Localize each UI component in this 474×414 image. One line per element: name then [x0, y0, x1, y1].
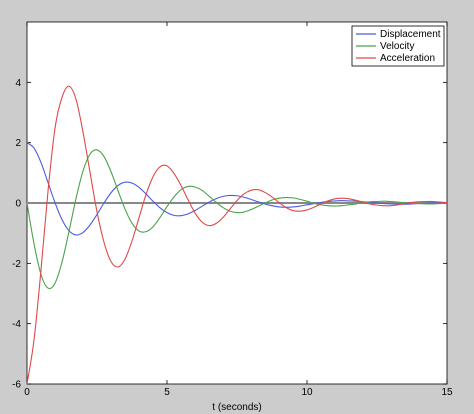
- y-tick-label: -2: [12, 259, 21, 270]
- y-tick-label: -6: [12, 380, 21, 391]
- axis-ticks: 0 5 10 15 -6 -4 -2 0 2 4: [12, 22, 453, 398]
- legend-box: [351, 25, 445, 67]
- x-tick-label: 15: [441, 387, 453, 398]
- series-layer: [26, 85, 448, 385]
- x-tick-label: 5: [164, 387, 170, 398]
- legend-label-acceleration: Acceleration: [380, 53, 435, 64]
- y-tick-label: -4: [12, 319, 21, 330]
- y-tick-label: 4: [15, 78, 21, 89]
- x-tick-label: 0: [24, 387, 30, 398]
- x-tick-label: 10: [301, 387, 313, 398]
- legend-label-velocity: Velocity: [380, 41, 414, 52]
- y-tick-label: 2: [15, 138, 21, 149]
- legend-label-displacement: Displacement: [380, 29, 441, 40]
- acceleration-line: [26, 85, 448, 385]
- y-tick-label: 0: [15, 199, 21, 210]
- x-axis-label: t (seconds): [212, 402, 261, 413]
- velocity-line: [26, 149, 448, 290]
